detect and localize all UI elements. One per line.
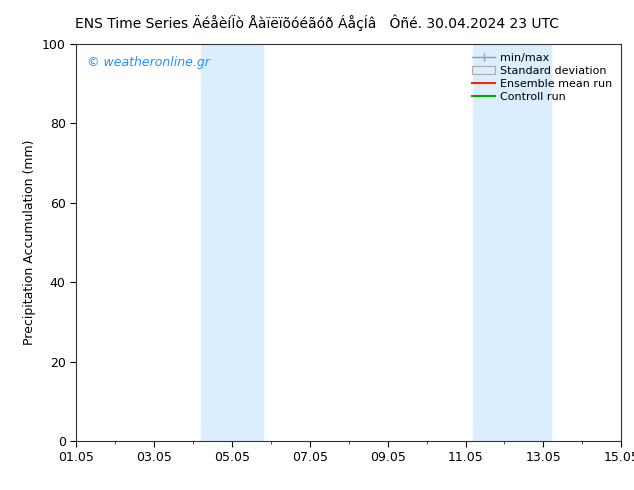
Text: ENS Time Series ÄéåèíÏò Åàïëïõóéãóð ÁåçÍâ   Ôñé. 30.04.2024 23 UTC: ENS Time Series ÄéåèíÏò Åàïëïõóéãóð ÁåçÍ…	[75, 15, 559, 31]
Bar	[474, 44, 551, 441]
Y-axis label: Precipitation Accumulation (mm): Precipitation Accumulation (mm)	[23, 140, 36, 345]
Legend: min/max, Standard deviation, Ensemble mean run, Controll run: min/max, Standard deviation, Ensemble me…	[469, 49, 616, 105]
Text: © weatheronline.gr: © weatheronline.gr	[87, 56, 210, 69]
Bar	[201, 44, 263, 441]
